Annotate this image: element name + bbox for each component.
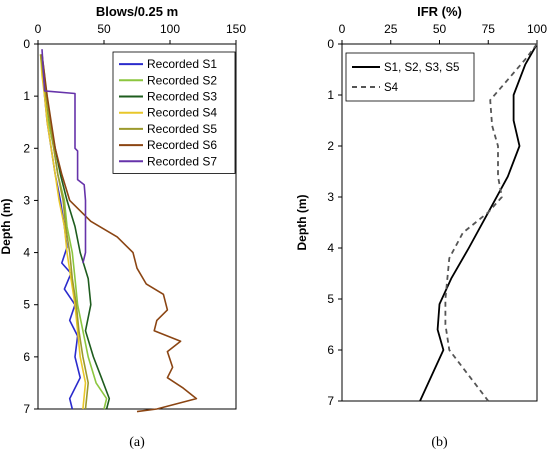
x-tick-label: 100 <box>527 22 547 36</box>
legend-label-4: Recorded S4 <box>147 106 217 120</box>
series-line-7 <box>41 49 87 264</box>
chart-a-legend: Recorded S1 Recorded S2 Recorded S3 Recorde… <box>112 51 236 174</box>
y-tick-label: 4 <box>23 246 30 260</box>
plot-frame <box>37 43 237 410</box>
chart-a-series-lines <box>39 49 198 413</box>
chart-panel-b: IFR (%) Depth (m) 0 25 50 75 100 0 1 2 3 4 5 6 7 S1,… <box>295 4 547 450</box>
y-tick-label: 5 <box>327 292 334 306</box>
y-tick-label: 1 <box>23 89 30 103</box>
legend-label-2: Recorded S2 <box>147 73 217 87</box>
legend-label-1: S1, S2, S3, S5 <box>384 62 459 74</box>
series-line-5 <box>39 54 89 410</box>
y-tick-label: 7 <box>23 402 30 416</box>
panel-b-caption: (b) <box>431 435 448 450</box>
chart-a-title: Blows/0.25 m <box>96 4 178 19</box>
series-line-1 <box>419 43 538 402</box>
series-line-2 <box>444 43 538 402</box>
chart-b-y-axis-label: Depth (m) <box>295 195 309 251</box>
y-tick-label: 3 <box>327 190 334 204</box>
y-tick-label: 0 <box>23 37 30 51</box>
x-tick-label: 150 <box>226 22 246 36</box>
chart-panel-a: Blows/0.25 m Depth (m) 0 50 100 150 0 1 2 3 4 5 6 7… <box>0 4 246 450</box>
series-line-6 <box>41 54 198 413</box>
y-tick-label: 6 <box>23 350 30 364</box>
y-tick-label: 1 <box>327 88 334 102</box>
series-line-4 <box>39 54 87 410</box>
y-tick-label: 0 <box>327 37 334 51</box>
x-tick-label: 0 <box>339 22 346 36</box>
x-tick-label: 0 <box>35 22 42 36</box>
y-tick-label: 2 <box>23 141 30 155</box>
x-tick-label: 75 <box>482 22 496 36</box>
x-tick-label: 50 <box>433 22 447 36</box>
chart-b-ticks: 0 25 50 75 100 0 1 2 3 4 5 6 7 <box>327 22 547 408</box>
chart-a-ticks: 0 50 100 150 0 1 2 3 4 5 6 7 <box>23 22 246 416</box>
chart-a-axes <box>37 43 237 410</box>
y-tick-label: 6 <box>327 343 334 357</box>
y-tick-label: 7 <box>327 394 334 408</box>
x-tick-label: 100 <box>160 22 180 36</box>
legend-label-7: Recorded S7 <box>147 154 217 168</box>
x-tick-label: 25 <box>384 22 398 36</box>
legend-label-6: Recorded S6 <box>147 138 217 152</box>
y-tick-label: 4 <box>327 241 334 255</box>
legend-label-3: Recorded S3 <box>147 90 217 104</box>
chart-b-legend: S1, S2, S3, S5 S4 <box>345 52 475 102</box>
y-tick-label: 3 <box>23 193 30 207</box>
legend-label-1: Recorded S1 <box>147 57 217 71</box>
y-tick-label: 2 <box>327 139 334 153</box>
legend-label-2: S4 <box>384 82 399 94</box>
x-tick-label: 50 <box>97 22 111 36</box>
legend-label-5: Recorded S5 <box>147 122 217 136</box>
y-tick-label: 5 <box>23 298 30 312</box>
panel-a-caption: (a) <box>129 435 145 450</box>
chart-b-series-lines <box>419 43 538 402</box>
chart-b-title: IFR (%) <box>417 4 462 19</box>
chart-a-y-axis-label: Depth (m) <box>0 199 13 255</box>
legend-box <box>345 52 475 102</box>
